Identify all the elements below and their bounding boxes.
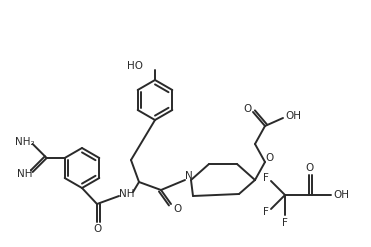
Text: NH: NH bbox=[119, 189, 135, 199]
Text: N: N bbox=[185, 171, 193, 181]
Text: O: O bbox=[305, 163, 313, 173]
Text: HO: HO bbox=[127, 61, 143, 71]
Text: NH₂: NH₂ bbox=[15, 137, 35, 147]
Text: F: F bbox=[263, 207, 269, 217]
Text: O: O bbox=[93, 224, 101, 234]
Text: OH: OH bbox=[333, 190, 349, 200]
Text: F: F bbox=[282, 218, 288, 228]
Text: NH: NH bbox=[17, 169, 32, 179]
Text: F: F bbox=[263, 173, 269, 183]
Text: O: O bbox=[266, 153, 274, 163]
Text: OH: OH bbox=[285, 111, 301, 121]
Text: O: O bbox=[244, 104, 252, 114]
Text: O: O bbox=[174, 204, 182, 214]
